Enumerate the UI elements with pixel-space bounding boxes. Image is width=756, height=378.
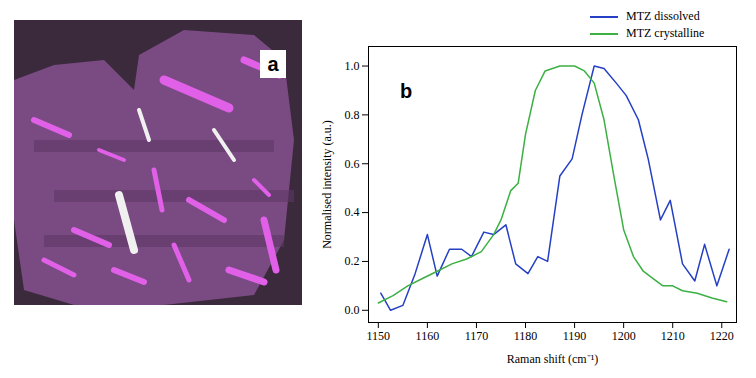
svg-text:Raman shift (cm⁻¹): Raman shift (cm⁻¹) — [507, 352, 599, 366]
svg-text:0.8: 0.8 — [345, 108, 360, 122]
svg-text:0.4: 0.4 — [345, 205, 360, 219]
svg-text:1.0: 1.0 — [345, 59, 360, 73]
svg-text:1210: 1210 — [661, 329, 685, 343]
svg-text:1160: 1160 — [416, 329, 440, 343]
svg-text:1200: 1200 — [612, 329, 636, 343]
svg-text:a: a — [267, 53, 279, 75]
svg-text:1170: 1170 — [465, 329, 489, 343]
svg-text:0.6: 0.6 — [345, 157, 360, 171]
svg-text:0.0: 0.0 — [345, 303, 360, 317]
html-text:MTZ dissolved: MTZ dissolved — [626, 9, 700, 23]
svg-text:1180: 1180 — [514, 329, 538, 343]
svg-text:1150: 1150 — [367, 329, 391, 343]
html-text:MTZ crystalline: MTZ crystalline — [626, 26, 705, 40]
svg-text:Normalised intensity (a.u.): Normalised intensity (a.u.) — [320, 120, 334, 249]
svg-text:1220: 1220 — [710, 329, 734, 343]
html-text:b: b — [400, 80, 413, 102]
svg-text:1190: 1190 — [563, 329, 587, 343]
svg-text:0.2: 0.2 — [345, 254, 360, 268]
